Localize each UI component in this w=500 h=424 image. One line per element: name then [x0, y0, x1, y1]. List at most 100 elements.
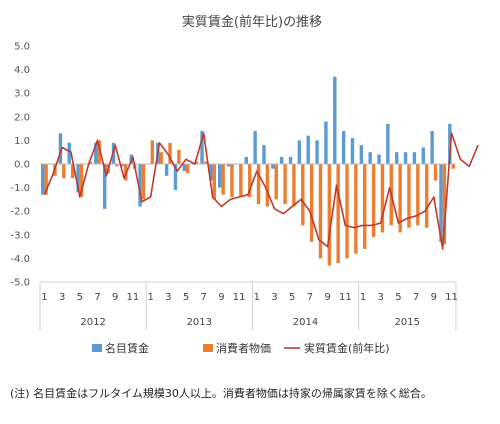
- y-tick-label: 5.0: [14, 42, 30, 53]
- x-axis-year-labels: 2012 2013 2014 2015: [80, 317, 420, 328]
- nominal-wage-bar: [262, 145, 266, 164]
- nominal-wage-bar: [297, 140, 302, 164]
- consumer-price-bar: [354, 164, 358, 254]
- nominal-wage-bar: [412, 152, 417, 164]
- footnote: (注) 名目賃金はフルタイム規模30人以上。消費者物価は持家の帰属家賃を除く総合…: [10, 387, 432, 400]
- y-tick-label: -3.0: [10, 230, 30, 241]
- x-tick-label: 1: [41, 292, 47, 303]
- x-tick-label: 11: [233, 292, 246, 303]
- x-tick-label: 1: [254, 292, 260, 303]
- consumer-price-bar: [398, 164, 402, 233]
- consumer-price-bar: [407, 164, 411, 228]
- year-label: 2014: [293, 317, 318, 328]
- chart: 実質賃金(前年比)の推移 5.0 4.0 3.0 2.0 1.0 0.0 -1.0 -2.0 -…: [10, 14, 479, 355]
- consumer-price-bar: [292, 164, 296, 207]
- x-axis-month-labels: 1 3 5 7 9 11 1 3 5 7 9 11 1 3 5 7 9 11 1 3 5 7 9 11: [41, 292, 458, 303]
- legend-label: 実質賃金(前年比): [304, 341, 390, 355]
- x-tick-label: 5: [289, 292, 295, 303]
- nominal-wage-bar: [368, 152, 372, 164]
- nominal-wage-bar: [421, 147, 425, 164]
- consumer-price-bar: [88, 161, 93, 164]
- y-tick-label: -5.0: [10, 278, 30, 289]
- nominal-wage-bar: [271, 164, 275, 169]
- consumer-price-bar: [79, 164, 84, 198]
- nominal-wage-bar: [315, 140, 319, 164]
- y-tick-label: 0.0: [14, 160, 30, 171]
- nominal-wage-bar: [306, 135, 310, 164]
- x-tick-label: 3: [59, 292, 65, 303]
- nominal-wage-bar: [41, 164, 45, 195]
- consumer-price-bar: [318, 164, 323, 259]
- consumer-price-bar: [283, 164, 287, 205]
- nominal-wage-bar: [200, 130, 204, 164]
- nominal-wage-bar: [341, 130, 346, 164]
- x-tick-label: 11: [127, 292, 140, 303]
- legend-label: 名目賃金: [105, 341, 149, 355]
- nominal-wage-bar: [430, 130, 434, 164]
- y-tick-label: 1.0: [14, 136, 30, 147]
- nominal-wage-bar: [226, 164, 231, 167]
- consumer-price-bar: [380, 164, 385, 233]
- consumer-price-bar: [424, 164, 429, 228]
- y-tick-label: -4.0: [10, 254, 30, 265]
- x-tick-label: 9: [112, 292, 118, 303]
- y-tick-label: -2.0: [10, 207, 30, 218]
- nominal-wage-bar: [439, 164, 443, 242]
- nominal-wage-bar: [218, 164, 222, 188]
- nominal-wage-bar: [244, 156, 248, 164]
- x-tick-label: 7: [94, 292, 100, 303]
- consumer-price-bar: [301, 164, 305, 226]
- x-tick-label: 7: [307, 292, 313, 303]
- consumer-price-bar: [336, 164, 340, 264]
- x-tick-label: 1: [147, 292, 153, 303]
- nominal-wage-bar: [324, 121, 328, 164]
- y-tick-label: -1.0: [10, 183, 30, 194]
- nominal-wage-bar: [395, 152, 399, 164]
- consumer-price-bar: [168, 142, 172, 164]
- nominal-wage-bar: [209, 164, 213, 181]
- x-tick-label: 5: [395, 292, 401, 303]
- consumer-price-bar: [115, 164, 119, 167]
- nominal-wage-bar: [350, 138, 355, 164]
- nominal-wage-bar: [403, 152, 408, 164]
- consumer-price-bar: [256, 164, 261, 205]
- nominal-wage-bar: [279, 156, 284, 164]
- consumer-price-bar: [363, 164, 367, 249]
- consumer-price-bar: [451, 164, 455, 169]
- nominal-wage-bar: [359, 145, 364, 164]
- consumer-price-bar: [186, 164, 190, 174]
- consumer-price-bar: [309, 164, 314, 242]
- year-label: 2015: [395, 317, 420, 328]
- consumer-price-bar: [247, 164, 252, 198]
- chart-title: 実質賃金(前年比)の推移: [182, 14, 322, 30]
- nominal-wage-bar: [182, 164, 187, 172]
- consumer-price-bar: [433, 164, 438, 181]
- real-wage-line: [43, 132, 479, 250]
- nominal-wage-bar: [288, 156, 293, 164]
- x-tick-label: 5: [77, 292, 83, 303]
- nominal-wage-bar: [94, 142, 98, 164]
- y-tick-label: 4.0: [14, 65, 30, 76]
- nominal-wage-bar: [377, 154, 381, 164]
- axis-separators: [39, 281, 457, 330]
- consumer-price-bar: [230, 164, 234, 198]
- x-tick-label: 11: [339, 292, 352, 303]
- legend-swatch: [92, 344, 102, 352]
- consumer-price-bar: [177, 149, 181, 164]
- consumer-price-bar: [239, 164, 243, 198]
- consumer-price-bar: [62, 164, 66, 179]
- y-axis-tick-labels: 5.0 4.0 3.0 2.0 1.0 0.0 -1.0 -2.0 -3.0 -4.0 -5.0: [10, 42, 30, 289]
- x-tick-label: 3: [378, 292, 384, 303]
- consumer-price-bar: [203, 161, 208, 164]
- nominal-wage-bar: [164, 164, 169, 176]
- nominal-wage-bar: [120, 164, 125, 167]
- nominal-wage-bar: [173, 164, 178, 190]
- legend-label: 消費者物価: [216, 341, 271, 355]
- nominal-wage-bar: [67, 142, 71, 164]
- consumer-price-bar: [442, 164, 447, 245]
- year-label: 2012: [80, 317, 105, 328]
- nominal-wage-bar: [333, 76, 337, 164]
- x-tick-label: 1: [360, 292, 366, 303]
- legend-swatch: [203, 344, 213, 352]
- nominal-wage-bar: [448, 123, 452, 164]
